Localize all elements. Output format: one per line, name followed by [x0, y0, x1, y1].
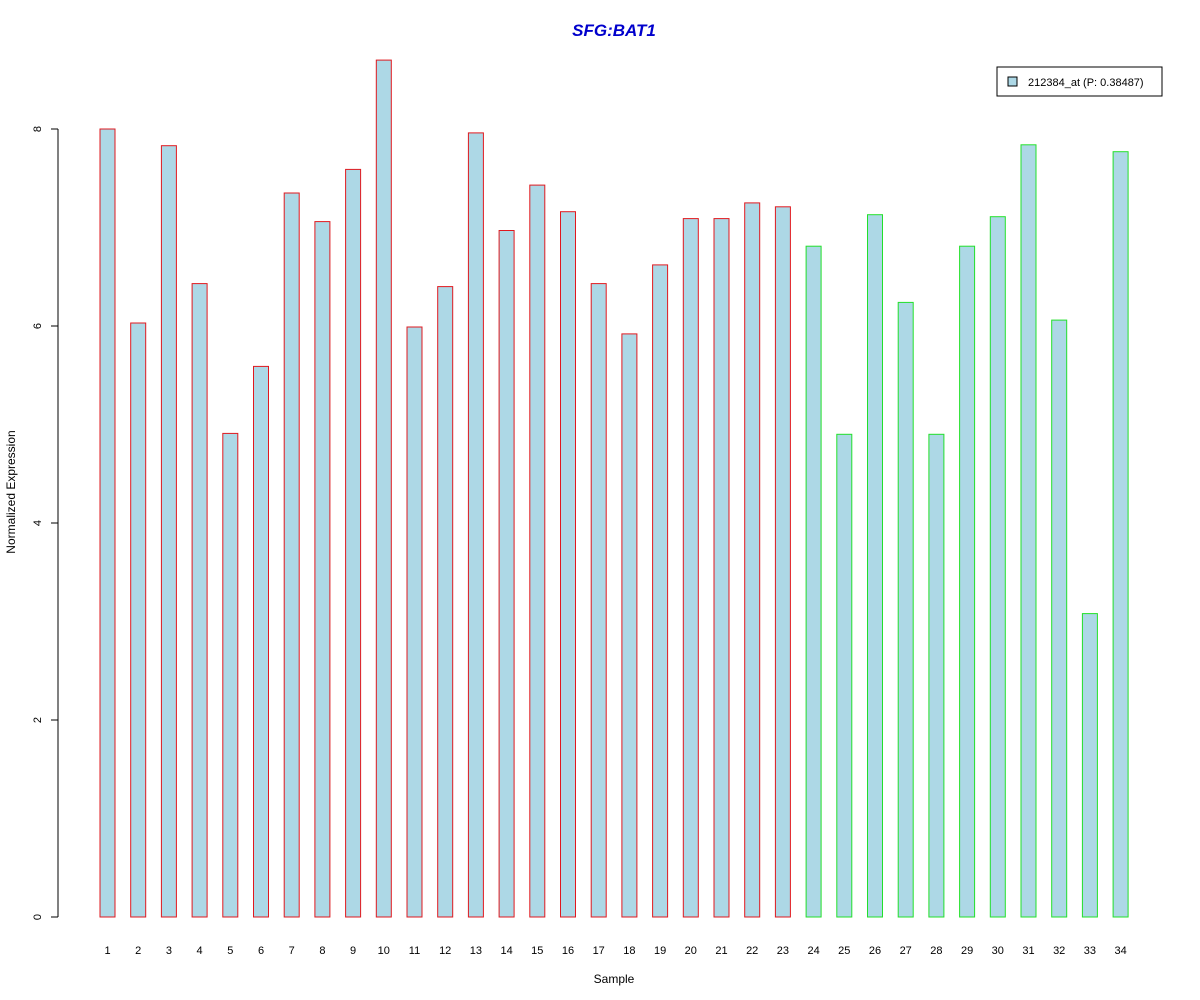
chart-title: SFG:BAT1 — [572, 21, 656, 40]
y-tick-label: 6 — [32, 323, 44, 329]
y-axis: 0 2 4 6 8 — [32, 126, 59, 920]
x-tick-label: 5 — [227, 945, 233, 957]
x-tick-label: 10 — [378, 945, 390, 957]
bar-sample-26 — [867, 214, 883, 918]
bar-sample-27 — [897, 301, 914, 918]
bar-sample-34 — [1112, 151, 1129, 918]
x-tick-label: 1 — [104, 945, 110, 957]
bar-sample-5 — [222, 432, 239, 918]
x-tick-label: 28 — [930, 945, 942, 957]
legend-box — [996, 66, 1163, 97]
x-tick-label: 3 — [166, 945, 172, 957]
x-tick-label: 26 — [869, 945, 881, 957]
bar-sample-22 — [744, 202, 761, 918]
bar-sample-30 — [989, 216, 1006, 918]
y-tick-label: 0 — [32, 914, 44, 920]
bar-sample-28 — [928, 433, 945, 918]
bar-sample-4 — [191, 283, 208, 918]
legend: 212384_at (P: 0.38487) — [996, 66, 1163, 97]
x-tick-label: 21 — [715, 945, 727, 957]
x-tick-label: 29 — [961, 945, 973, 957]
x-tick-label: 19 — [654, 945, 666, 957]
x-tick-label: 4 — [197, 945, 203, 957]
bar-sample-19 — [652, 264, 669, 918]
x-tick-label: 14 — [500, 945, 512, 957]
x-tick-label: 18 — [623, 945, 635, 957]
bar-sample-24 — [805, 245, 822, 918]
x-tick-label: 32 — [1053, 945, 1065, 957]
bar-sample-29 — [959, 245, 976, 918]
x-tick-label: 8 — [319, 945, 325, 957]
bar-sample-18 — [621, 333, 638, 918]
x-tick-label: 22 — [746, 945, 758, 957]
x-tick-label: 16 — [562, 945, 574, 957]
bar-sample-13 — [467, 132, 484, 918]
x-tick-label: 31 — [1022, 945, 1034, 957]
bar-sample-17 — [590, 283, 607, 918]
x-tick-label: 17 — [593, 945, 605, 957]
x-tick-label: 30 — [992, 945, 1004, 957]
y-tick-label: 8 — [32, 126, 44, 132]
bar-sample-33 — [1081, 613, 1098, 918]
x-tick-label: 11 — [409, 945, 420, 957]
bar-sample-7 — [283, 192, 300, 918]
legend-swatch — [1007, 76, 1018, 87]
y-tick-label: 2 — [32, 717, 44, 723]
x-tick-label: 2 — [135, 945, 141, 957]
legend-label: 212384_at (P: 0.38487) — [1028, 77, 1144, 89]
bar-sample-9 — [345, 168, 362, 918]
x-tick-label: 33 — [1084, 945, 1096, 957]
x-tick-label: 20 — [685, 945, 697, 957]
x-tick-label: 9 — [350, 945, 356, 957]
bar-sample-32 — [1051, 319, 1068, 918]
bar-sample-14 — [498, 230, 515, 918]
x-tick-labels: 1 2 3 4 5 6 7 8 9 10 11 12 13 14 15 16 17 18 19 20 21 22 23 24 2… — [104, 945, 1126, 957]
bars — [99, 59, 1129, 918]
bar-sample-31 — [1020, 144, 1037, 918]
x-tick-label: 25 — [838, 945, 850, 957]
bar-sample-10 — [375, 59, 392, 918]
bar-sample-23 — [774, 206, 791, 918]
x-tick-label: 23 — [777, 945, 789, 957]
bar-sample-3 — [160, 145, 177, 918]
bar-sample-21 — [713, 218, 730, 918]
y-tick-label: 4 — [32, 520, 44, 526]
bar-sample-16 — [560, 211, 576, 918]
x-tick-label: 15 — [531, 945, 543, 957]
x-tick-label: 27 — [900, 945, 912, 957]
y-axis-label: Normalized Expression — [4, 430, 18, 553]
x-tick-label: 6 — [258, 945, 264, 957]
x-axis-label: Sample — [594, 972, 635, 986]
bar-sample-12 — [437, 286, 454, 918]
x-tick-label: 24 — [807, 945, 819, 957]
x-tick-label: 13 — [470, 945, 482, 957]
bar-sample-11 — [406, 326, 423, 918]
bar-sample-2 — [130, 322, 147, 918]
x-tick-label: 12 — [439, 945, 451, 957]
bar-sample-1 — [99, 128, 116, 918]
bar-sample-6 — [253, 365, 269, 918]
x-tick-label: 34 — [1114, 945, 1126, 957]
bar-sample-8 — [314, 221, 331, 918]
bar-sample-20 — [682, 218, 699, 918]
x-tick-label: 7 — [289, 945, 295, 957]
bar-sample-15 — [529, 184, 546, 918]
bar-sample-25 — [836, 433, 853, 918]
